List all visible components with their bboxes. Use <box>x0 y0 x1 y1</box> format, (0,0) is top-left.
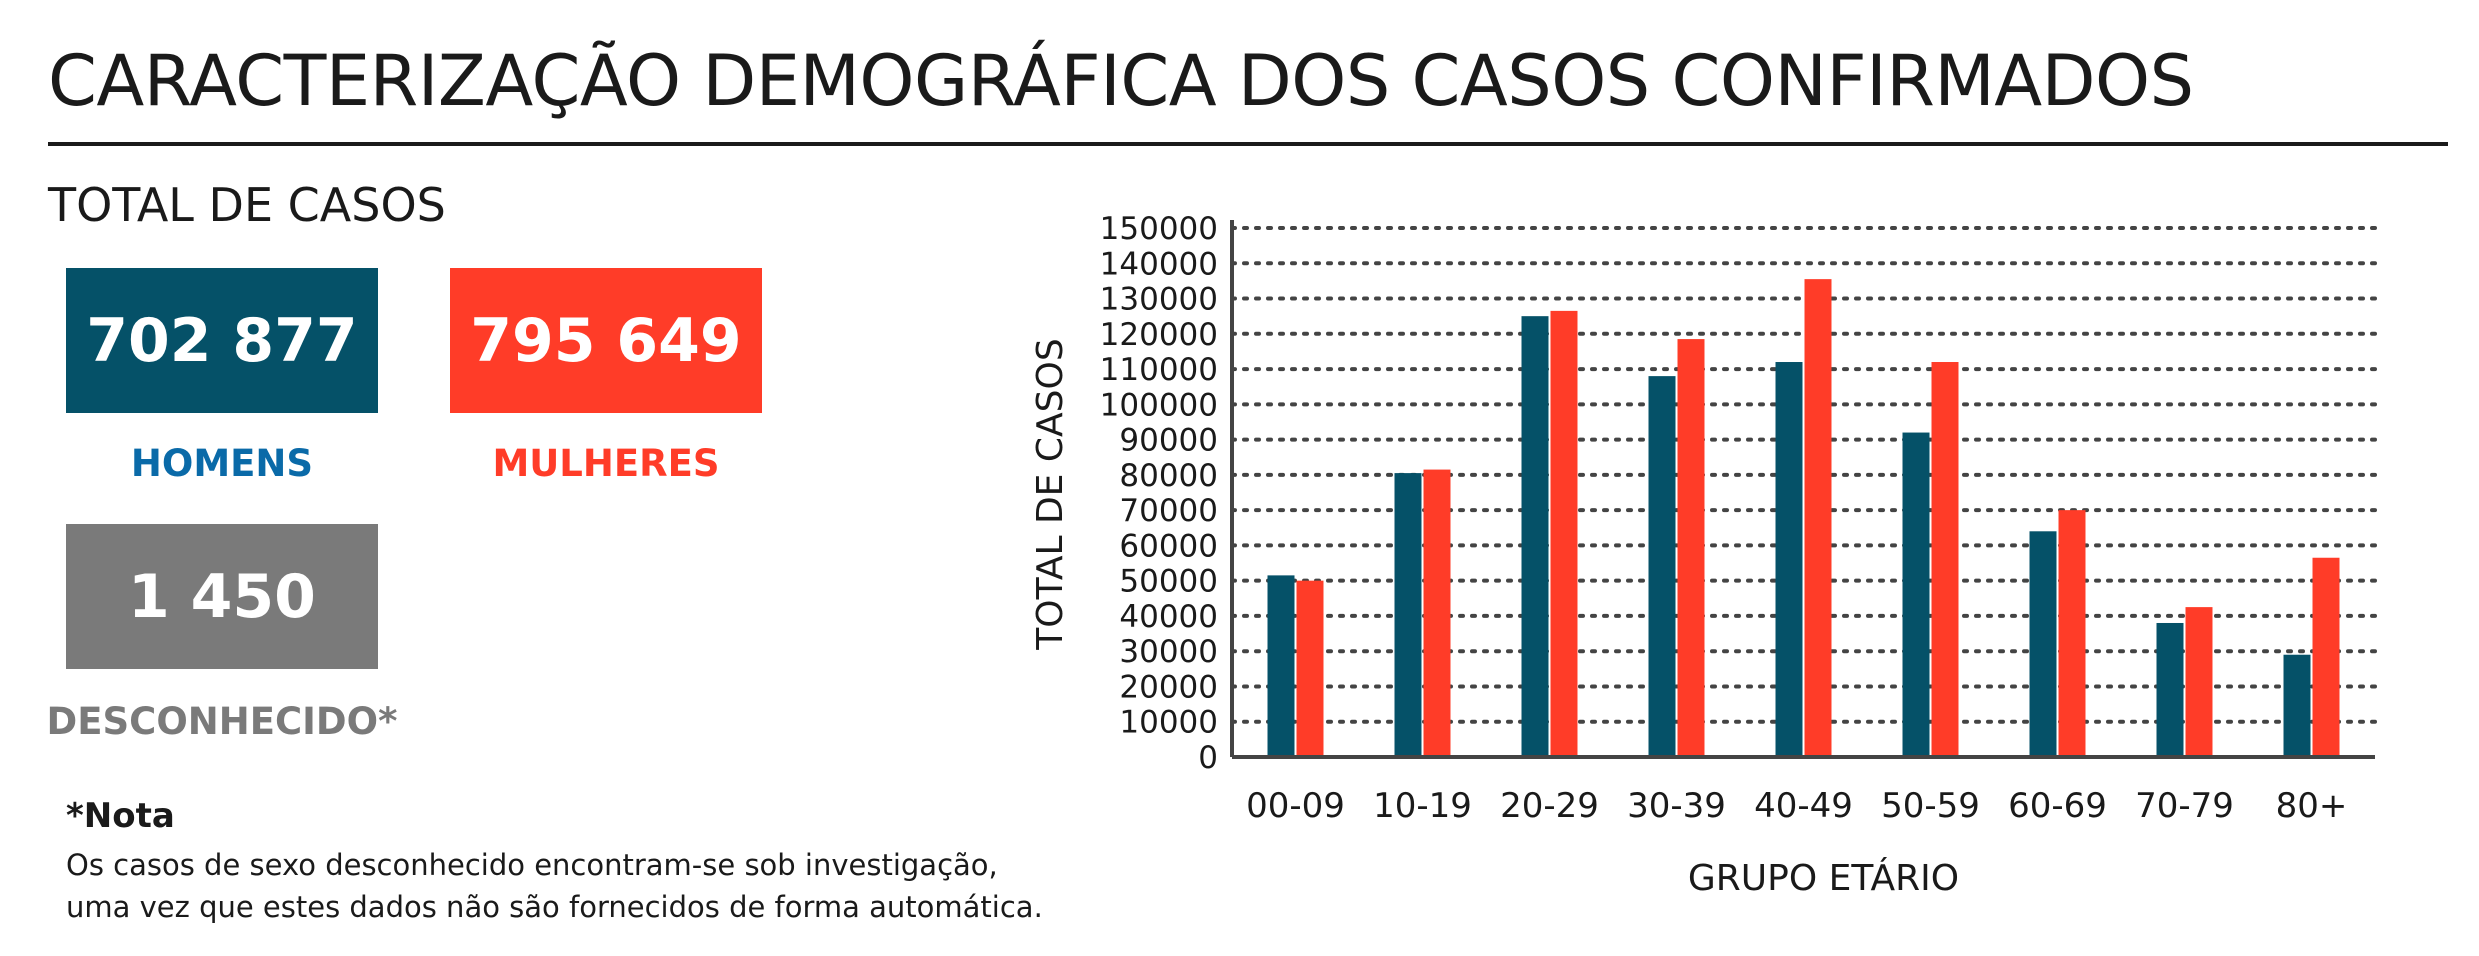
women-total-value: 795 649 <box>470 305 742 376</box>
unknown-total-value: 1 450 <box>128 561 316 632</box>
y-tick-label: 0 <box>1198 740 1218 776</box>
y-tick-label: 30000 <box>1119 634 1218 670</box>
bar-women-20-29 <box>1550 310 1578 757</box>
section-title: TOTAL DE CASOS <box>48 178 446 232</box>
y-tick-label: 50000 <box>1119 564 1218 600</box>
x-tick-label: 60-69 <box>2008 786 2107 826</box>
y-tick-label: 130000 <box>1100 282 1218 318</box>
unknown-label: DESCONHECIDO* <box>46 700 398 743</box>
y-tick-label: 60000 <box>1119 528 1218 564</box>
bar-women-80+ <box>2312 557 2340 757</box>
x-tick-label: 00-09 <box>1246 786 1345 826</box>
unknown-total-box: 1 450 <box>66 524 378 669</box>
y-tick-label: 70000 <box>1119 493 1218 529</box>
bar-men-40-49 <box>1775 362 1803 757</box>
men-total-box: 702 877 <box>66 268 378 413</box>
y-tick-label: 40000 <box>1119 599 1218 635</box>
y-tick-label: 10000 <box>1119 705 1218 741</box>
bar-men-10-19 <box>1394 473 1422 757</box>
x-axis-label: GRUPO ETÁRIO <box>1688 857 1959 899</box>
y-tick-label: 80000 <box>1119 458 1218 494</box>
bar-women-70-79 <box>2185 607 2213 757</box>
note-title: *Nota <box>66 796 175 836</box>
chart-axes <box>1230 220 2375 759</box>
bar-men-20-29 <box>1521 316 1549 757</box>
x-tick-label: 20-29 <box>1500 786 1599 826</box>
page-title: CARACTERIZAÇÃO DEMOGRÁFICA DOS CASOS CON… <box>48 40 2194 122</box>
y-axis-label: TOTAL DE CASOS <box>1030 338 1071 650</box>
bar-women-50-59 <box>1931 362 1959 757</box>
bar-women-60-69 <box>2058 510 2086 757</box>
note-line-2: uma vez que estes dados não são fornecid… <box>66 890 1043 924</box>
y-tick-label: 120000 <box>1100 317 1218 353</box>
bar-men-50-59 <box>1902 432 1930 757</box>
y-tick-label: 140000 <box>1100 246 1218 282</box>
bar-women-10-19 <box>1423 469 1451 757</box>
bar-men-30-39 <box>1648 376 1676 757</box>
note-line-1: Os casos de sexo desconhecido encontram-… <box>66 848 998 882</box>
women-total-box: 795 649 <box>450 268 762 413</box>
y-tick-label: 90000 <box>1119 423 1218 459</box>
y-tick-label: 150000 <box>1100 211 1218 247</box>
women-label: MULHERES <box>492 442 720 485</box>
chart-tick-labels: 0100002000030000400005000060000700008000… <box>1100 211 2348 826</box>
x-tick-label: 40-49 <box>1754 786 1853 826</box>
x-tick-label: 70-79 <box>2135 786 2234 826</box>
x-tick-label: 80+ <box>2276 786 2348 826</box>
chart-grid <box>1230 226 2377 724</box>
bar-women-30-39 <box>1677 339 1705 757</box>
x-tick-label: 50-59 <box>1881 786 1980 826</box>
y-tick-label: 20000 <box>1119 669 1218 705</box>
chart-bars <box>1267 279 2340 757</box>
men-total-value: 702 877 <box>86 305 358 376</box>
y-tick-label: 110000 <box>1100 352 1218 388</box>
y-tick-label: 100000 <box>1100 387 1218 423</box>
title-divider <box>48 142 2448 146</box>
x-tick-label: 30-39 <box>1627 786 1726 826</box>
bar-women-00-09 <box>1296 580 1324 757</box>
x-tick-label: 10-19 <box>1373 786 1472 826</box>
bar-men-00-09 <box>1267 575 1295 757</box>
bar-men-80+ <box>2283 654 2311 757</box>
bar-women-40-49 <box>1804 279 1832 757</box>
bar-men-70-79 <box>2156 622 2184 757</box>
men-label: HOMENS <box>130 442 314 485</box>
bar-men-60-69 <box>2029 531 2057 757</box>
